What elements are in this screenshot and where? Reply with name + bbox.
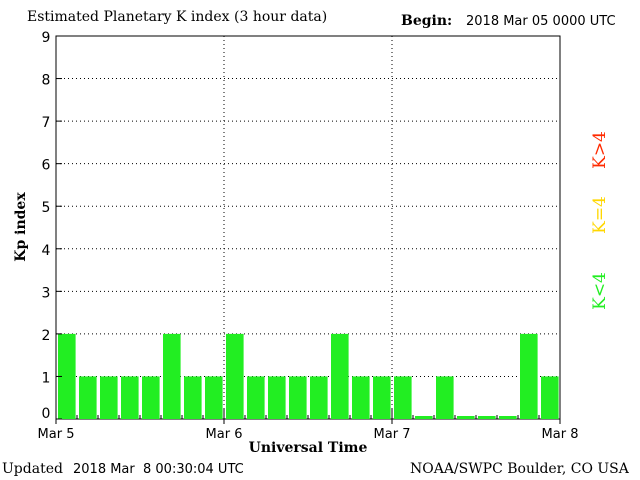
kp-bar (226, 333, 244, 419)
legend-k-lt-4: K<4 (590, 272, 610, 310)
kp-bar (310, 376, 328, 419)
y-tick-label: 6 (42, 158, 51, 174)
y-tick-label: 4 (42, 243, 51, 259)
kp-bar (247, 376, 265, 419)
x-tick-label: Mar 7 (374, 427, 411, 442)
kp-bar (478, 416, 496, 419)
updated-label: Updated (2, 461, 63, 477)
kp-bar (79, 376, 97, 419)
source-credit: NOAA/SWPC Boulder, CO USA (410, 461, 629, 477)
kp-bar (58, 333, 76, 419)
updated-value: 2018 Mar 8 00:30:04 UTC (73, 462, 244, 477)
y-tick-label: 0 (42, 406, 51, 422)
x-tick-label: Mar 8 (542, 427, 579, 442)
kp-bar (457, 416, 475, 419)
y-axis-label: Kp index (13, 192, 29, 262)
y-tick-label: 7 (42, 115, 51, 131)
legend-k-eq-4: K=4 (590, 196, 610, 234)
kp-bar (184, 376, 202, 419)
bars-group (58, 333, 559, 419)
x-tick-label: Mar 5 (38, 427, 75, 442)
begin-label: Begin: (401, 13, 453, 29)
kp-bar (268, 376, 286, 419)
kp-bar (394, 376, 412, 419)
kp-bar (100, 376, 118, 419)
kp-bar (541, 376, 559, 419)
grid-lines (56, 36, 560, 419)
kp-bar (499, 416, 517, 419)
kp-bar (289, 376, 307, 419)
y-tick-label: 5 (42, 200, 51, 216)
legend-k-gt-4: K>4 (590, 131, 610, 169)
y-tick-label: 2 (42, 328, 51, 344)
y-tick-label: 1 (42, 370, 51, 386)
begin-value: 2018 Mar 05 0000 UTC (466, 14, 616, 29)
x-tick-label: Mar 6 (206, 427, 243, 442)
kp-bar (163, 333, 181, 419)
kp-bar (142, 376, 160, 419)
y-tick-label: 8 (42, 73, 51, 89)
kp-bar (520, 333, 538, 419)
kp-bar (331, 333, 349, 419)
y-tick-label: 9 (42, 30, 51, 46)
x-ticks: Mar 5 Mar 6 Mar 7 Mar 8 (38, 409, 579, 442)
x-axis-label: Universal Time (248, 440, 368, 456)
plot-frame (55, 35, 561, 420)
kp-bar (205, 376, 223, 419)
y-tick-label: 3 (42, 285, 51, 301)
y-ticks: 0 1 2 3 4 5 6 7 8 9 (42, 30, 62, 422)
kp-bar (436, 376, 454, 419)
kp-bar (121, 376, 139, 419)
chart-title: Estimated Planetary K index (3 hour data… (27, 9, 328, 25)
kp-bar (352, 376, 370, 419)
kp-bar (415, 416, 433, 419)
kp-bar (373, 376, 391, 419)
